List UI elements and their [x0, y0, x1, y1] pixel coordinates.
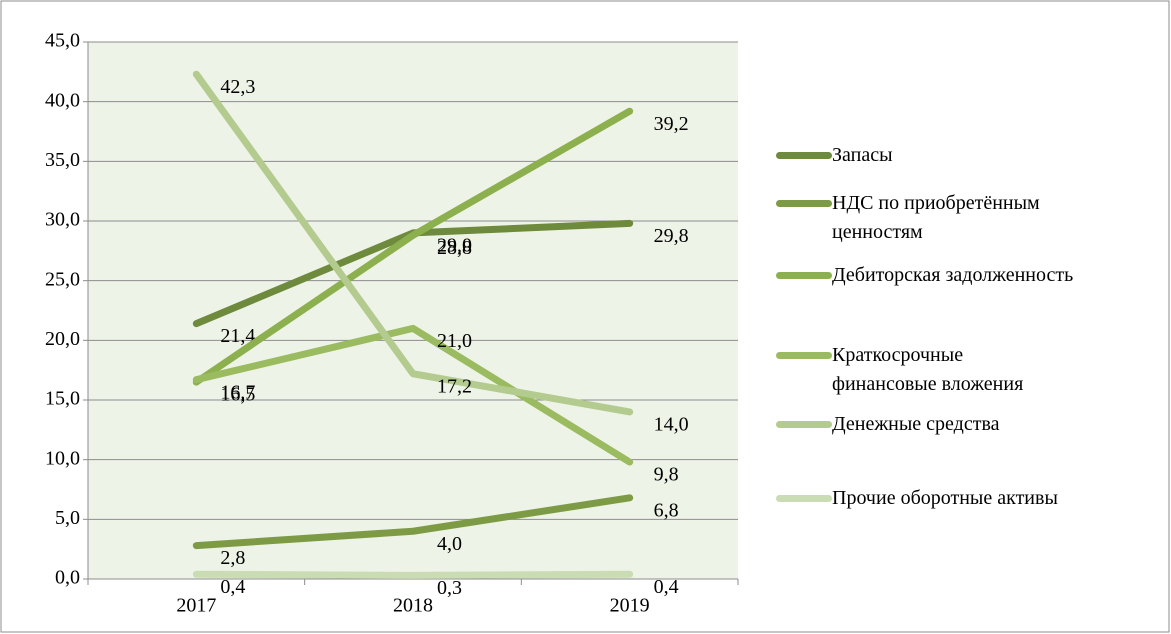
- legend-item: Денежные средства: [776, 410, 1152, 439]
- y-tick-label: 25,0: [45, 268, 80, 290]
- data-label: 14,0: [654, 414, 689, 436]
- data-label: 29,8: [654, 225, 689, 247]
- data-label: 28,8: [437, 237, 472, 259]
- legend-swatch: [776, 495, 832, 502]
- y-tick-label: 35,0: [45, 149, 80, 171]
- plot-area: [88, 42, 738, 579]
- y-tick-label: 0,0: [55, 567, 80, 589]
- legend-label: НДС по приобретённым ценностям: [832, 192, 1040, 243]
- data-label: 16,5: [220, 384, 255, 406]
- data-label: 17,2: [437, 375, 472, 397]
- legend-label: Краткосрочные финансовые вложения: [832, 344, 1024, 395]
- data-label: 9,8: [654, 464, 679, 486]
- legend-swatch: [776, 352, 832, 359]
- y-tick-label: 5,0: [55, 507, 80, 529]
- data-label: 4,0: [437, 533, 462, 555]
- legend-swatch: [776, 152, 832, 159]
- legend-item: Дебиторская задолженность: [776, 261, 1152, 290]
- data-label: 21,4: [220, 325, 255, 347]
- data-label: 29,0: [437, 235, 472, 257]
- data-label: 0,4: [220, 576, 245, 598]
- data-label: 0,3: [437, 577, 462, 599]
- series-line: [192, 324, 634, 466]
- series-line: [192, 70, 634, 416]
- y-tick-label: 10,0: [45, 447, 80, 469]
- legend-swatch: [776, 421, 832, 428]
- legend-item: НДС по приобретённым ценностям: [776, 189, 1112, 247]
- legend-item: Запасы: [776, 141, 1152, 170]
- legend-label: Запасы: [832, 144, 893, 166]
- series-line: [192, 494, 634, 550]
- y-tick-label: 40,0: [45, 89, 80, 111]
- x-tick-label: 2018: [393, 595, 433, 617]
- series-line: [192, 570, 634, 579]
- y-tick-label: 30,0: [45, 209, 80, 231]
- legend-label: Прочие оборотные активы: [832, 487, 1058, 509]
- data-label: 0,4: [654, 576, 679, 598]
- y-tick-label: 15,0: [45, 388, 80, 410]
- data-label: 42,3: [220, 76, 255, 98]
- x-tick-label: 2019: [610, 595, 650, 617]
- legend-item: Краткосрочные финансовые вложения: [776, 341, 1032, 399]
- legend-label: Денежные средства: [832, 413, 1000, 435]
- legend-item: Прочие оборотные активы: [776, 484, 1152, 513]
- data-label: 2,8: [220, 547, 245, 569]
- data-label: 16,7: [220, 381, 255, 403]
- y-tick-label: 20,0: [45, 328, 80, 350]
- data-label: 6,8: [654, 499, 679, 521]
- data-label: 21,0: [437, 330, 472, 352]
- data-label: 39,2: [654, 113, 689, 135]
- legend-label: Дебиторская задолженность: [832, 264, 1074, 286]
- legend-swatch: [776, 200, 832, 207]
- y-tick-label: 45,0: [45, 30, 80, 52]
- legend-swatch: [776, 272, 832, 279]
- x-tick-label: 2017: [176, 595, 216, 617]
- series-line: [192, 107, 634, 386]
